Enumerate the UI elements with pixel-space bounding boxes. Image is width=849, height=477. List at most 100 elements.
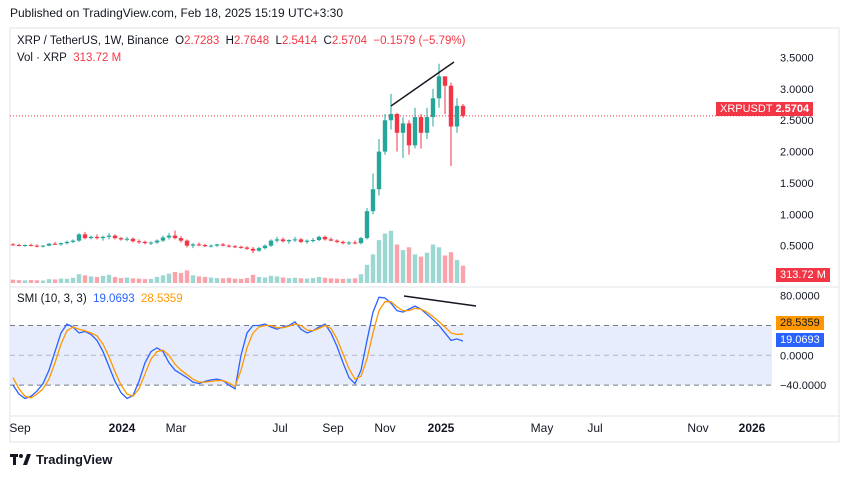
candle-body: [94, 236, 100, 239]
price-tick-label: 2.5000: [780, 115, 814, 127]
symbol-label: XRP / TetherUS, 1W, Binance: [17, 35, 169, 47]
volume-bar: [370, 254, 376, 283]
volume-bar: [340, 278, 346, 283]
price-tick-label: 3.0000: [780, 84, 814, 96]
candle-body: [46, 243, 52, 246]
volume-bar: [166, 273, 172, 283]
volume-bar: [130, 278, 136, 283]
candle-body: [34, 245, 40, 247]
price-tick-label: 2.0000: [780, 147, 814, 159]
smi-tick-label: 0.0000: [780, 350, 814, 362]
candle-body: [118, 238, 124, 240]
volume-bar: [142, 279, 148, 283]
candle-body: [64, 241, 70, 244]
volume-bar: [10, 279, 16, 283]
tradingview-footer[interactable]: TradingView: [10, 452, 112, 467]
smi-signal-value: 28.5359: [141, 293, 183, 305]
candle-body: [292, 239, 298, 241]
candle-body: [460, 105, 466, 116]
volume-bar: [100, 275, 106, 283]
price-tick-label: 0.5000: [780, 241, 814, 253]
candle-body: [112, 235, 118, 239]
volume-bar: [268, 275, 274, 283]
candle-body: [226, 245, 232, 247]
price-trendline: [390, 61, 455, 107]
candle-body: [310, 240, 316, 242]
volume-bar: [40, 280, 46, 283]
candle-body: [412, 117, 418, 146]
candle-body: [376, 151, 382, 190]
candle-body: [352, 242, 358, 244]
candle-body: [256, 248, 262, 251]
time-tick-label: Nov: [374, 421, 395, 435]
volume-bar: [388, 230, 394, 283]
candle-body: [148, 242, 154, 244]
candle-body: [232, 246, 238, 248]
candle-body: [364, 211, 370, 239]
volume-bar: [76, 274, 82, 283]
volume-bar: [316, 276, 322, 283]
smi-label: SMI (10, 3, 3): [17, 293, 87, 305]
volume-bar: [64, 278, 70, 283]
volume-bar: [346, 278, 352, 283]
candle-body: [166, 235, 172, 238]
volume-bar: [220, 278, 226, 283]
volume-bar: [250, 274, 256, 283]
time-tick-label: Nov: [687, 421, 708, 435]
price-tag-value: 2.5704: [775, 103, 810, 115]
smi-signal-tag: 28.5359: [776, 316, 824, 330]
volume-bar: [46, 279, 52, 283]
candle-body: [328, 239, 334, 241]
low-value: 2.5414: [281, 35, 318, 47]
candle-body: [28, 245, 34, 247]
smi-value-tag: 19.0693: [776, 333, 824, 347]
candle-body: [448, 85, 454, 127]
candle-body: [334, 240, 340, 242]
volume-bar: [244, 278, 250, 283]
candle-body: [106, 235, 112, 237]
candle-body: [346, 242, 352, 244]
candle-body: [454, 105, 460, 127]
candle-body: [430, 98, 436, 118]
candle-body: [238, 246, 244, 248]
candle-body: [424, 117, 430, 133]
volume-bar: [232, 278, 238, 283]
candle-body: [16, 245, 22, 247]
volume-bar: [418, 256, 424, 283]
price-tag-symbol: XRPUSDT: [720, 103, 773, 115]
candle-body: [304, 240, 310, 242]
footer-brand: TradingView: [36, 452, 113, 467]
candle-body: [100, 236, 106, 239]
volume-bar: [286, 278, 292, 283]
volume-bar: [448, 252, 454, 283]
volume-bar: [82, 275, 88, 283]
volume-bar: [16, 280, 22, 283]
candle-body: [202, 245, 208, 247]
smi-legend: SMI (10, 3, 3) 19.0693 28.5359: [17, 293, 183, 305]
volume-bar: [442, 255, 448, 283]
open-label: O: [175, 35, 185, 47]
time-tick-label: Jul: [587, 421, 602, 435]
volume-bar: [136, 278, 142, 283]
smi-tick-label: 80.0000: [780, 291, 820, 303]
volume-bar: [226, 277, 232, 283]
volume-bar: [382, 233, 388, 283]
main-legend: XRP / TetherUS, 1W, Binance O2.7283 H2.7…: [17, 35, 465, 47]
candle-body: [418, 117, 424, 133]
volume-bar: [118, 278, 124, 283]
volume-bar: [400, 250, 406, 283]
volume-bar: [154, 276, 160, 283]
volume-bar: [262, 277, 268, 283]
volume-bar: [196, 276, 202, 283]
candle-body: [196, 244, 202, 246]
volume-bar: [430, 244, 436, 283]
volume-bar: [202, 276, 208, 283]
candle-body: [76, 234, 82, 241]
volume-bar: [436, 247, 442, 283]
volume-bar: [214, 278, 220, 283]
candle-body: [280, 239, 286, 242]
volume-bar: [88, 276, 94, 283]
candle-body: [178, 238, 184, 241]
smi-tick-label: −40.0000: [780, 380, 826, 392]
